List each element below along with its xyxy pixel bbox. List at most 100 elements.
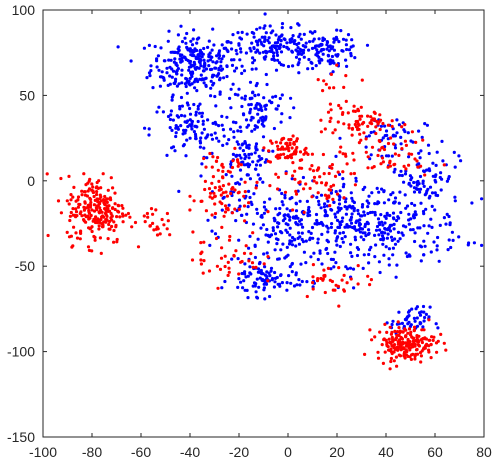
data-point <box>291 134 295 138</box>
data-point <box>313 222 317 226</box>
data-point <box>109 176 113 180</box>
data-point <box>187 65 191 69</box>
data-point <box>305 294 309 299</box>
data-point <box>376 350 380 354</box>
data-point <box>237 87 241 91</box>
y-tick-label: -100 <box>7 344 35 360</box>
data-point <box>284 228 288 232</box>
data-point <box>360 114 364 118</box>
data-point <box>288 241 292 245</box>
data-point <box>230 257 234 261</box>
data-point <box>236 142 240 146</box>
data-point <box>256 43 260 47</box>
data-point <box>393 347 397 351</box>
data-point <box>338 136 342 140</box>
data-point <box>105 214 109 218</box>
data-point <box>80 214 84 218</box>
data-point <box>387 257 391 261</box>
data-point <box>421 138 425 142</box>
data-point <box>310 31 315 35</box>
data-point <box>415 334 419 338</box>
data-point <box>280 137 284 141</box>
data-point <box>417 129 421 133</box>
data-point <box>352 200 356 205</box>
data-point <box>290 146 294 150</box>
data-point <box>264 31 268 35</box>
data-point <box>208 51 212 55</box>
data-point <box>411 140 415 144</box>
data-point <box>253 244 257 248</box>
data-point <box>192 102 196 107</box>
x-tick-label: 20 <box>329 444 345 460</box>
data-point <box>416 226 420 230</box>
data-point <box>373 111 377 115</box>
data-point <box>427 315 431 319</box>
data-point <box>288 215 292 219</box>
data-point <box>329 225 333 229</box>
data-point <box>249 107 253 111</box>
data-point <box>294 273 298 277</box>
data-point <box>387 247 391 251</box>
data-point <box>429 250 433 254</box>
data-point <box>262 44 266 48</box>
data-point <box>82 205 86 209</box>
data-point <box>288 40 292 44</box>
data-point <box>418 187 423 191</box>
plot-frame <box>42 9 485 438</box>
data-point <box>356 119 360 124</box>
data-point <box>284 171 288 176</box>
data-point <box>273 248 277 252</box>
data-point <box>364 137 368 141</box>
data-point <box>236 164 240 168</box>
data-point <box>218 76 222 80</box>
data-point <box>165 66 169 70</box>
data-point <box>300 279 304 284</box>
data-point <box>169 113 173 117</box>
data-point <box>260 35 264 39</box>
data-point <box>82 218 86 222</box>
data-point <box>285 281 289 285</box>
data-point <box>377 190 381 194</box>
data-point <box>250 41 254 45</box>
data-point <box>412 328 416 332</box>
data-point <box>96 186 100 190</box>
data-point <box>173 149 177 153</box>
data-point <box>109 211 113 216</box>
data-point <box>208 58 213 62</box>
data-point <box>378 270 382 275</box>
data-point <box>413 357 417 361</box>
data-point <box>453 165 457 169</box>
data-point <box>433 178 437 182</box>
data-point <box>398 237 402 241</box>
data-point <box>338 150 342 154</box>
data-point <box>198 102 202 106</box>
data-point <box>388 164 392 168</box>
data-point <box>424 344 428 348</box>
data-point <box>300 231 304 235</box>
data-point <box>300 52 304 57</box>
data-point <box>229 162 233 166</box>
data-point <box>325 43 329 47</box>
data-point <box>366 155 370 159</box>
data-point <box>293 177 297 181</box>
data-point <box>188 49 192 53</box>
data-point <box>427 151 431 156</box>
data-point <box>210 75 214 79</box>
data-point <box>333 250 337 254</box>
data-point <box>98 193 102 197</box>
data-point <box>219 193 223 197</box>
data-point <box>212 191 216 195</box>
data-point <box>133 220 138 225</box>
data-point <box>283 156 287 160</box>
data-point <box>423 122 427 126</box>
data-point <box>217 124 221 128</box>
data-point <box>203 179 207 183</box>
data-point <box>297 35 301 39</box>
data-point <box>59 211 64 215</box>
data-point <box>388 341 392 345</box>
data-point <box>411 214 416 218</box>
data-point <box>316 237 320 241</box>
data-point <box>350 127 354 131</box>
data-point <box>416 165 420 169</box>
